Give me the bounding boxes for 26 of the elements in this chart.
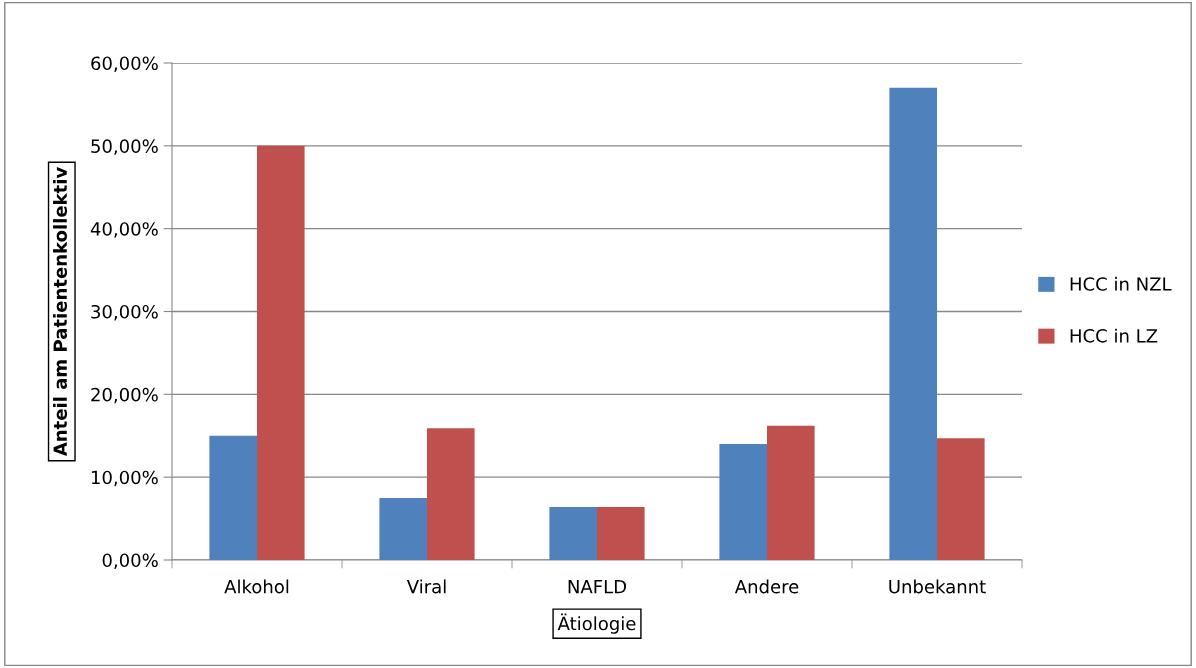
bar bbox=[427, 428, 475, 560]
bar bbox=[767, 425, 815, 560]
y-tick-label: 20,00% bbox=[91, 387, 158, 404]
x-axis-title: Ätiologie bbox=[557, 613, 636, 634]
x-tick-label: Andere bbox=[734, 579, 799, 594]
bar bbox=[379, 497, 427, 560]
bar bbox=[209, 435, 257, 560]
legend-label: HCC in LZ bbox=[1070, 328, 1158, 343]
y-axis-title: Anteil am Patientenkollektiv bbox=[53, 167, 68, 457]
bar bbox=[257, 145, 305, 560]
legend-label: HCC in NZL bbox=[1070, 276, 1172, 291]
bar bbox=[549, 506, 597, 560]
y-tick-label: 30,00% bbox=[91, 304, 158, 321]
bar bbox=[937, 438, 985, 560]
bar bbox=[597, 506, 645, 560]
x-tick-label: NAFLD bbox=[568, 580, 627, 594]
bar bbox=[719, 444, 767, 560]
bar bbox=[889, 87, 937, 560]
x-tick-label: Alkohol bbox=[224, 579, 289, 594]
y-tick-label: 40,00% bbox=[90, 222, 158, 238]
y-tick-label: 60,00% bbox=[91, 56, 158, 72]
y-tick-label: 10,00% bbox=[91, 470, 158, 487]
x-tick-label: Viral bbox=[406, 579, 446, 594]
x-tick-label: Unbekannt bbox=[889, 579, 986, 594]
y-tick-label: 0,00% bbox=[102, 553, 158, 569]
y-tick-label: 50,00% bbox=[91, 139, 158, 155]
